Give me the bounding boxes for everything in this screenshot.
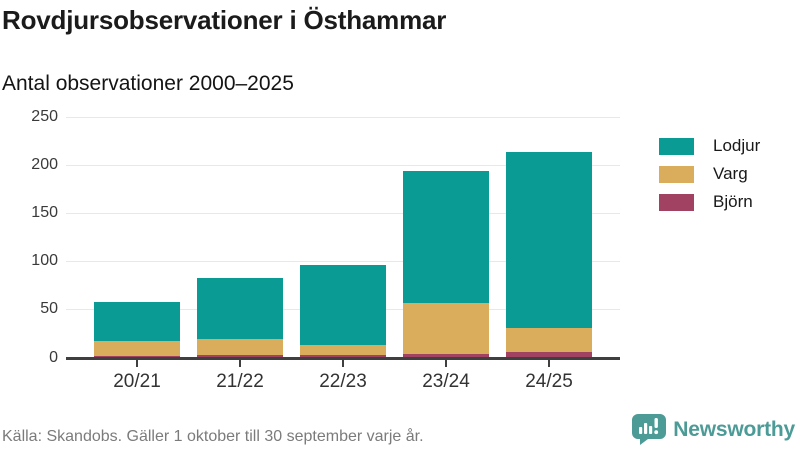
legend-item: Björn xyxy=(659,188,760,216)
bar-chart-speech-bubble-icon xyxy=(632,414,667,445)
bar-segment-lodjur xyxy=(506,151,592,328)
bar-segment-lodjur xyxy=(403,171,489,303)
gridline xyxy=(66,117,620,119)
legend-swatch xyxy=(659,193,694,211)
gridline xyxy=(66,261,620,263)
legend-swatch xyxy=(659,165,694,183)
y-axis-tick-label: 250 xyxy=(31,108,58,126)
gridline xyxy=(66,165,620,167)
legend-label: Varg xyxy=(713,164,748,183)
legend: Lodjur Varg Björn xyxy=(659,132,760,216)
legend-item: Lodjur xyxy=(659,132,760,160)
bar-segment-varg xyxy=(403,302,489,354)
bar-segment-varg xyxy=(94,341,180,356)
y-axis-tick-label: 150 xyxy=(31,204,58,222)
y-axis-tick-label: 0 xyxy=(49,348,58,366)
x-axis-tick xyxy=(136,359,138,367)
legend-swatch xyxy=(659,137,694,155)
legend-label: Lodjur xyxy=(713,136,761,155)
x-axis-tick-label: 21/22 xyxy=(216,371,264,392)
x-axis-tick-label: 20/21 xyxy=(113,371,161,392)
x-axis-tick xyxy=(548,359,550,367)
bar-segment-björn xyxy=(197,354,283,358)
newsworthy-logo: Newsworthy xyxy=(632,414,795,445)
bar-segment-lodjur xyxy=(94,301,180,342)
bar-segment-björn xyxy=(300,354,386,358)
bar-segment-björn xyxy=(94,355,180,358)
y-axis-tick-label: 50 xyxy=(40,300,58,318)
bar-segment-lodjur xyxy=(300,265,386,345)
y-axis-tick-label: 200 xyxy=(31,156,58,174)
x-axis-tick-label: 22/23 xyxy=(319,371,367,392)
bar-segment-björn xyxy=(506,351,592,358)
x-axis-tick xyxy=(445,359,447,367)
source-note: Källa: Skandobs. Gäller 1 oktober till 3… xyxy=(2,428,424,445)
x-axis-tick-label: 24/25 xyxy=(525,371,573,392)
x-axis-tick xyxy=(342,359,344,367)
x-axis-line xyxy=(66,357,620,360)
legend-item: Varg xyxy=(659,160,760,188)
bar-segment-björn xyxy=(403,353,489,358)
bar-segment-varg xyxy=(197,339,283,355)
x-axis-tick-label: 23/24 xyxy=(422,371,470,392)
chart-subtitle: Antal observationer 2000–2025 xyxy=(2,72,294,95)
gridline xyxy=(66,213,620,215)
brand-name: Newsworthy xyxy=(673,417,795,441)
bar-segment-varg xyxy=(300,345,386,355)
bar-segment-varg xyxy=(506,327,592,352)
y-axis-tick-label: 100 xyxy=(31,252,58,270)
chart-title: Rovdjursobservationer i Östhammar xyxy=(2,5,447,35)
bar-segment-lodjur xyxy=(197,277,283,340)
legend-label: Björn xyxy=(713,192,753,211)
x-axis-tick xyxy=(239,359,241,367)
